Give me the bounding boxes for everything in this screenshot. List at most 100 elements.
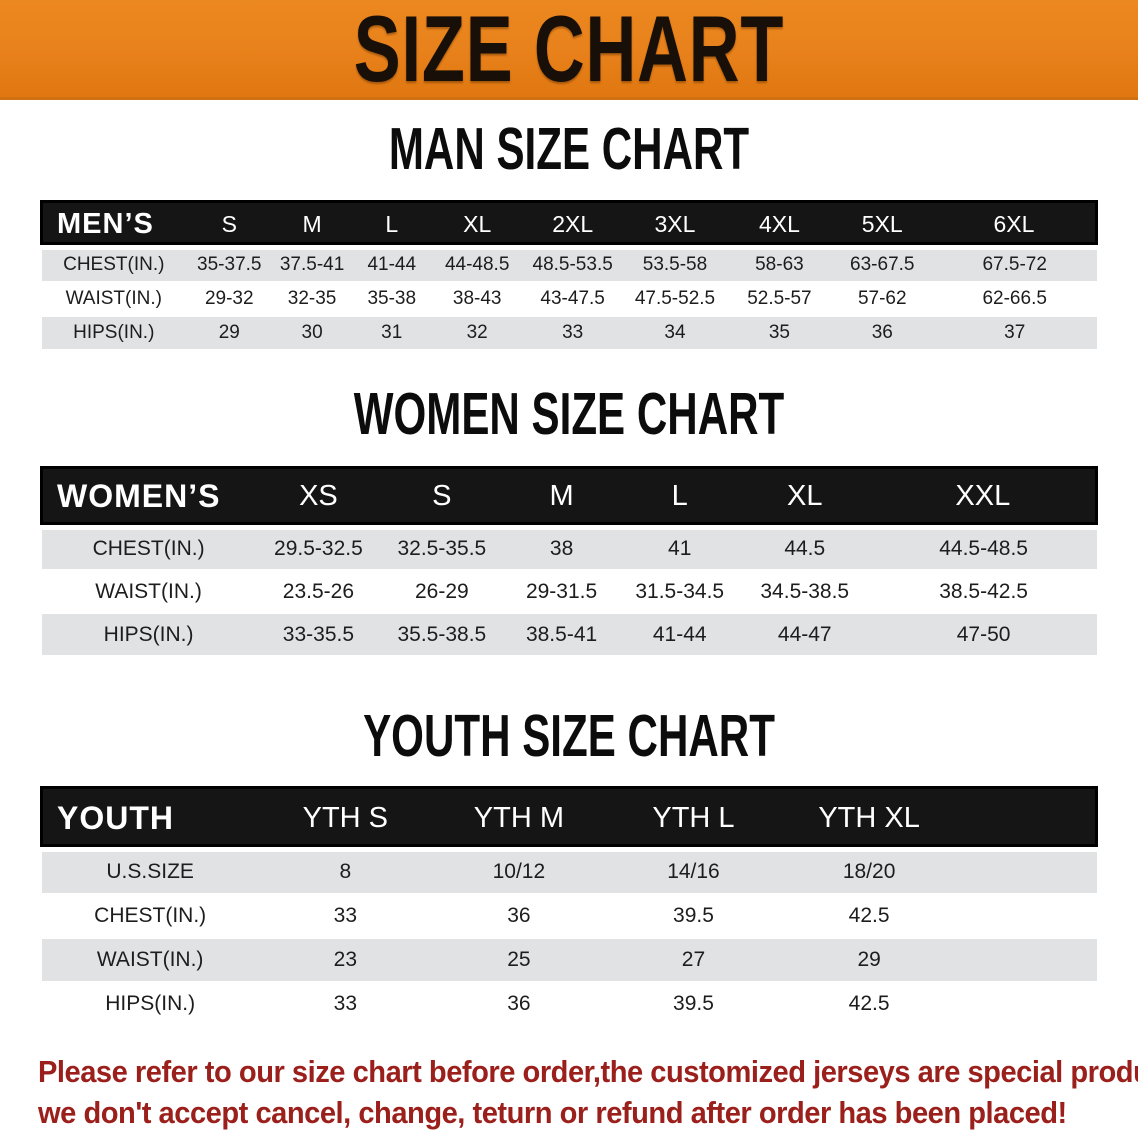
size-cell: 36 <box>507 903 531 927</box>
size-cell: 44-47 <box>738 612 871 657</box>
column-header: YTH L <box>605 786 782 852</box>
row-label: WAIST(IN.) <box>95 579 202 603</box>
size-cell: 25 <box>431 936 606 983</box>
mens-header-label: MEN’S <box>40 200 187 250</box>
column-header: YTH XL <box>781 786 958 852</box>
table-row-hips: HIPS(IN.) 33 36 39.5 42.5 <box>42 982 1097 1026</box>
man-section-title: MAN SIZE CHART <box>0 116 1138 182</box>
row-label: CHEST(IN.) <box>41 526 256 571</box>
size-cell: 39.5 <box>673 903 714 927</box>
size-cell: 35 <box>727 314 832 351</box>
size-cell: 35-38 <box>367 287 417 309</box>
womens-header-row: WOMEN’S XS S M L XL XXL <box>39 465 1098 530</box>
spacer-cell <box>957 982 1096 1026</box>
women-section-title-text: WOMEN SIZE CHART <box>353 380 785 447</box>
column-header: S <box>186 200 273 250</box>
size-cell: 34.5-38.5 <box>760 579 850 603</box>
table-row-ussize: U.S.SIZE 8 10/12 14/16 18/20 <box>41 848 1097 895</box>
youth-section-title: YOUTH SIZE CHART <box>0 703 1138 769</box>
women-section-title: WOMEN SIZE CHART <box>0 380 1138 447</box>
table-row-waist: WAIST(IN.) 23 25 27 29 <box>41 936 1097 983</box>
size-cell: 29-32 <box>204 287 254 309</box>
size-cell: 23 <box>258 936 432 983</box>
size-cell: 38 <box>502 526 621 571</box>
size-cell: 38.5-41 <box>502 612 621 657</box>
size-cell: 67.5-72 <box>932 246 1097 283</box>
size-cell: 38-43 <box>452 287 502 309</box>
size-cell: 44.5 <box>738 526 871 571</box>
size-cell: 32 <box>431 314 523 351</box>
size-cell: 47-50 <box>870 612 1097 657</box>
banner-title: SIZE CHART <box>353 0 785 101</box>
column-header: S <box>381 465 503 530</box>
row-label: CHEST(IN.) <box>41 246 187 283</box>
size-cell: 33 <box>333 992 358 1015</box>
table-row-chest: CHEST(IN.) 33 36 39.5 42.5 <box>42 894 1097 938</box>
size-cell: 48.5-53.5 <box>522 246 623 283</box>
size-cell: 41-44 <box>351 246 432 283</box>
size-cell: 42.5 <box>848 903 890 927</box>
column-header: XS <box>255 465 382 530</box>
size-cell: 34 <box>622 314 728 351</box>
row-label: U.S.SIZE <box>41 848 259 895</box>
row-label: HIPS(IN.) <box>41 612 256 657</box>
row-label: WAIST(IN.) <box>65 287 162 309</box>
column-header: M <box>272 200 352 250</box>
size-cell: 35-37.5 <box>186 246 273 283</box>
size-cell: 62-66.5 <box>982 287 1047 309</box>
row-label: HIPS(IN.) <box>41 314 187 351</box>
size-cell: 26-29 <box>414 579 469 603</box>
size-cell: 41-44 <box>620 612 739 657</box>
size-cell: 32-35 <box>287 287 337 309</box>
spacer-cell <box>957 848 1097 895</box>
column-header: 3XL <box>622 200 728 250</box>
row-label: HIPS(IN.) <box>105 992 196 1015</box>
table-row-hips: HIPS(IN.) 29 30 31 32 33 34 35 36 37 <box>41 314 1097 351</box>
youth-section-title-text: YOUTH SIZE CHART <box>363 703 775 769</box>
size-cell: 43-47.5 <box>540 287 605 309</box>
disclaimer: Please refer to our size chart before or… <box>38 1052 1138 1134</box>
size-cell: 37 <box>932 314 1097 351</box>
spacer-cell <box>957 786 1099 852</box>
disclaimer-line-1: Please refer to our size chart before or… <box>38 1055 1138 1089</box>
size-cell: 44.5-48.5 <box>870 526 1097 571</box>
mens-size-table: MEN’S S M L XL 2XL 3XL 4XL 5XL 6XL CHEST… <box>40 200 1098 351</box>
size-cell: 36 <box>507 992 531 1015</box>
size-cell: 41 <box>620 526 739 571</box>
column-header: XXL <box>870 465 1098 530</box>
size-cell: 35.5-38.5 <box>381 612 503 657</box>
man-section-title-text: MAN SIZE CHART <box>388 116 750 182</box>
column-header: L <box>620 465 739 530</box>
size-cell: 33 <box>333 903 358 927</box>
column-header: L <box>351 200 432 250</box>
column-header: 2XL <box>522 200 623 250</box>
column-header: XL <box>738 465 871 530</box>
size-cell: 38.5-42.5 <box>939 579 1028 603</box>
size-cell: 31.5-34.5 <box>635 579 725 603</box>
disclaimer-line-2: we don't accept cancel, change, teturn o… <box>38 1096 1067 1130</box>
column-header: M <box>502 465 621 530</box>
size-cell: 29.5-32.5 <box>255 526 382 571</box>
size-cell: 32.5-35.5 <box>381 526 503 571</box>
column-header: YTH S <box>258 786 432 852</box>
table-row-chest: CHEST(IN.) 29.5-32.5 32.5-35.5 38 41 44.… <box>41 526 1097 571</box>
size-cell: 29 <box>781 936 958 983</box>
spacer-cell <box>957 936 1097 983</box>
size-cell: 57-62 <box>857 287 907 309</box>
size-cell: 52.5-57 <box>747 287 812 309</box>
youth-header-row: YOUTH YTH S YTH M YTH L YTH XL <box>39 786 1099 852</box>
row-label: CHEST(IN.) <box>94 903 207 927</box>
column-header: 5XL <box>831 200 933 250</box>
size-cell: 29 <box>186 314 273 351</box>
column-header: 6XL <box>932 200 1098 250</box>
column-header: XL <box>431 200 523 250</box>
youth-header-label: YOUTH <box>39 786 259 852</box>
size-cell: 37.5-41 <box>272 246 352 283</box>
row-label: WAIST(IN.) <box>41 936 259 983</box>
womens-header-label: WOMEN’S <box>39 465 256 530</box>
size-cell: 29-31.5 <box>525 579 598 603</box>
size-cell: 14/16 <box>605 848 782 895</box>
size-cell: 63-67.5 <box>831 246 933 283</box>
size-cell: 53.5-58 <box>622 246 728 283</box>
